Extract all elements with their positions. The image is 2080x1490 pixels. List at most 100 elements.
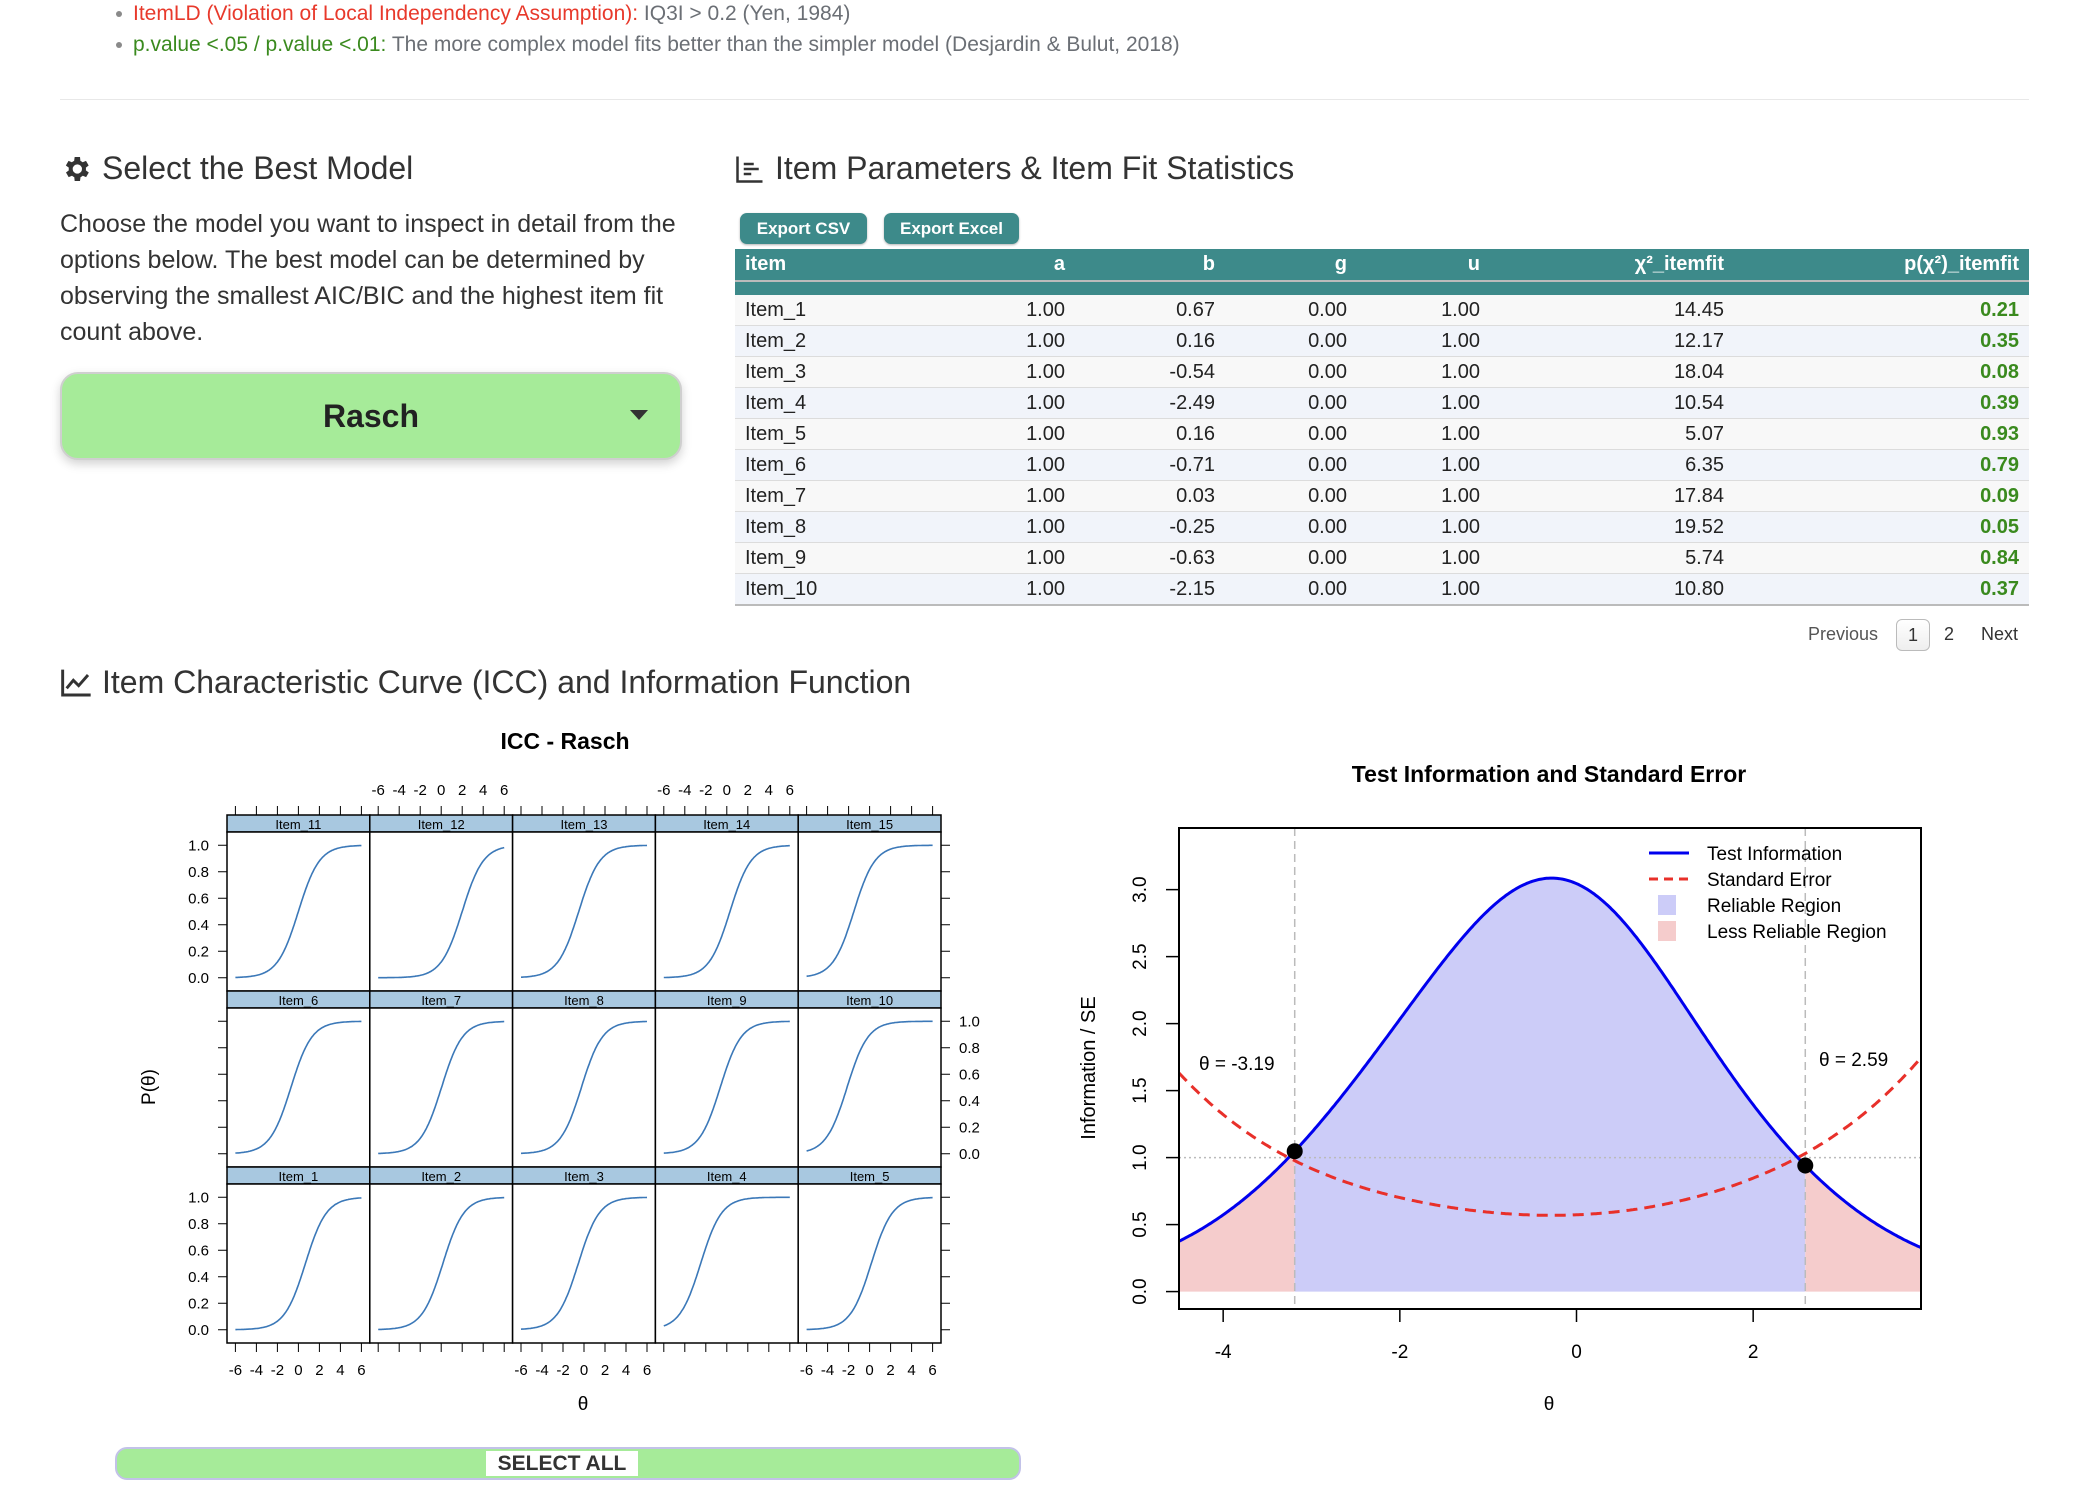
icc-curve-item_13	[521, 844, 648, 978]
panel-frame	[797, 1183, 942, 1344]
legend-label: Test Information	[1707, 844, 1842, 865]
table-cell-chisq: 17.84	[1490, 480, 1734, 512]
pagination-next[interactable]: Next	[1981, 624, 2019, 644]
column-header-chisq[interactable]: χ²_itemfit	[1490, 249, 1734, 282]
less-reliable-region-left	[1179, 1151, 1295, 1292]
less-reliable-region-right	[1805, 1165, 1921, 1292]
icc-curve-item_1	[235, 1197, 362, 1331]
panel-frame	[511, 1183, 657, 1344]
table-cell-pchisq: 0.79	[1734, 449, 2029, 481]
table-cell-u: 1.00	[1357, 356, 1490, 388]
table-cell-g: 0.00	[1225, 387, 1357, 419]
table-cell-b: 0.03	[1075, 480, 1225, 512]
y-tick-label: 3.0	[1130, 876, 1151, 902]
select-all-button[interactable]: SELECT ALL	[115, 1447, 1021, 1480]
panel-strip-label: Item_8	[564, 993, 604, 1008]
table-cell-chisq: 14.45	[1490, 295, 1734, 326]
note-pvalue: p.value <.05 / p.value <.01: The more co…	[116, 33, 1180, 57]
icc-curve-item_2	[378, 1196, 505, 1331]
column-header-item[interactable]: item	[735, 249, 905, 282]
column-header-a[interactable]: a	[905, 249, 1075, 282]
table-row: Item_4 1.00 -2.49 0.00 1.00 10.54 0.39	[735, 387, 2029, 419]
table-cell-g: 0.00	[1225, 325, 1357, 357]
icc-curve-item_8	[521, 1020, 647, 1155]
panel-frame	[797, 831, 942, 992]
legend-label: Standard Error	[1707, 870, 1832, 891]
panel-strip-label: Item_14	[703, 817, 750, 832]
table-cell-chisq: 10.80	[1490, 573, 1734, 606]
table-cell-u: 1.00	[1357, 387, 1490, 419]
panel-strip-label: Item_5	[850, 1169, 890, 1184]
icc-curve-item_5	[806, 1196, 933, 1331]
pagination-page-2[interactable]: 2	[1944, 624, 1955, 644]
table-row: Item_8 1.00 -0.25 0.00 1.00 19.52 0.05	[735, 511, 2029, 543]
icc-section-title: Item Characteristic Curve (ICC) and Info…	[102, 664, 912, 700]
table-cell-item: Item_1	[735, 295, 905, 326]
info-x-axis-label: θ	[1544, 1394, 1555, 1415]
panel-strip-label: Item_2	[421, 1169, 461, 1184]
x-tick-label: 6	[786, 782, 794, 799]
table-cell-u: 1.00	[1357, 480, 1490, 512]
table-cell-a: 1.00	[905, 295, 1075, 326]
table-cell-a: 1.00	[905, 325, 1075, 357]
table-row: Item_3 1.00 -0.54 0.00 1.00 18.04 0.08	[735, 356, 2029, 388]
y-tick-label: 0.4	[188, 917, 209, 934]
note-label: p.value <.05 / p.value <.01:	[133, 33, 387, 56]
export-excel-button[interactable]: Export Excel	[884, 213, 1019, 244]
y-tick-label: 0.6	[188, 890, 209, 907]
y-tick-label: 2.5	[1130, 943, 1151, 969]
table-chart-icon	[736, 156, 763, 183]
x-tick-label: -4	[535, 1362, 548, 1379]
export-csv-button[interactable]: Export CSV	[740, 213, 867, 244]
panel-strip-label: Item_10	[846, 993, 893, 1008]
table-cell-item: Item_4	[735, 387, 905, 419]
x-tick-label: -2	[414, 782, 427, 799]
x-tick-label: -6	[514, 1362, 527, 1379]
table-row: Item_6 1.00 -0.71 0.00 1.00 6.35 0.79	[735, 449, 2029, 481]
panel-frame	[511, 831, 657, 992]
column-header-b[interactable]: b	[1075, 249, 1225, 282]
crossing-label: θ = -3.19	[1199, 1054, 1275, 1075]
table-cell-a: 1.00	[905, 418, 1075, 450]
legend-label: Less Reliable Region	[1707, 922, 1887, 943]
note-itemld: ItemLD (Violation of Local Independency …	[116, 2, 850, 26]
divider	[60, 99, 2029, 100]
column-header-u[interactable]: u	[1357, 249, 1490, 282]
icc-curve-item_9	[663, 1020, 790, 1154]
table-cell-b: 0.67	[1075, 295, 1225, 326]
y-tick-label: 0.8	[188, 1216, 209, 1233]
y-tick-label: 0.5	[1130, 1211, 1151, 1237]
line-chart-icon	[61, 669, 91, 696]
standard-error-line	[1177, 1056, 1923, 1217]
model-select-dropdown[interactable]: Rasch	[60, 372, 682, 460]
pagination-previous[interactable]: Previous	[1808, 624, 1879, 644]
table-cell-pchisq: 0.39	[1734, 387, 2029, 419]
table-cell-item: Item_5	[735, 418, 905, 450]
icc-chart-title: ICC - Rasch	[500, 728, 629, 754]
params-section-heading: Item Parameters & Item Fit Statistics	[735, 150, 1294, 187]
table-row: Item_2 1.00 0.16 0.00 1.00 12.17 0.35	[735, 325, 2029, 357]
table-cell-chisq: 19.52	[1490, 511, 1734, 543]
y-tick-label: 0.4	[188, 1269, 209, 1286]
column-header-g[interactable]: g	[1225, 249, 1357, 282]
model-section-title: Select the Best Model	[102, 150, 414, 186]
panel-strip-label: Item_12	[418, 817, 465, 832]
table-cell-item: Item_9	[735, 542, 905, 574]
icc-curve-item_7	[378, 1020, 505, 1155]
x-tick-label: 2	[315, 1362, 323, 1379]
x-tick-label: -6	[372, 782, 385, 799]
y-tick-label: 0.2	[188, 943, 209, 960]
icc-curve-item_12	[378, 846, 505, 979]
chevron-down-icon	[630, 410, 648, 420]
column-header-pchisq[interactable]: p(χ²)_itemfit	[1734, 249, 2029, 282]
x-tick-label: -6	[800, 1362, 813, 1379]
icc-curve-item_14	[663, 844, 790, 979]
test-information-line	[1178, 876, 1922, 1249]
table-cell-b: -2.15	[1075, 573, 1225, 606]
x-tick-label: 2	[458, 782, 466, 799]
pagination-page-1[interactable]: 1	[1896, 619, 1930, 651]
x-tick-label: 0	[865, 1362, 873, 1379]
y-tick-label: 0.0	[188, 970, 209, 987]
